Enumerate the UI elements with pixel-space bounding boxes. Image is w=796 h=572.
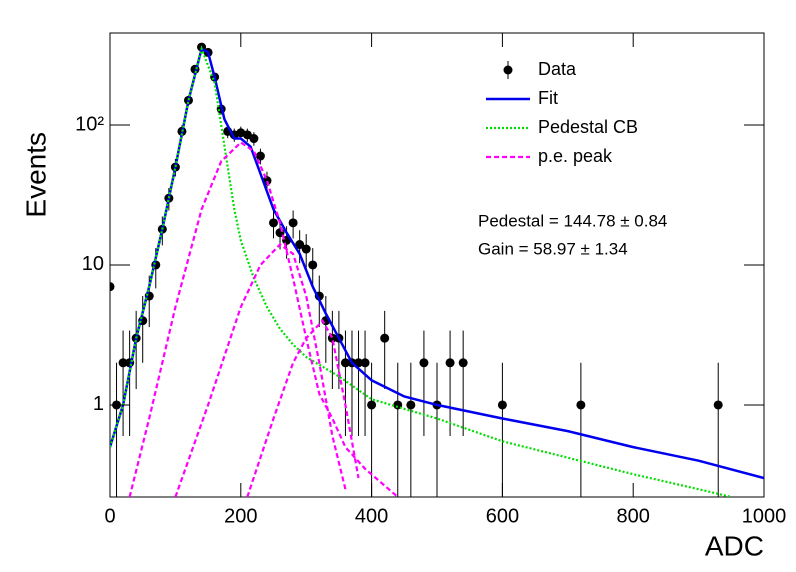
data-point: [110, 282, 115, 292]
data-point: [255, 151, 265, 161]
x-tick-label: 800: [617, 505, 650, 527]
data-point: [242, 130, 252, 140]
data-point: [419, 358, 429, 368]
data-point: [406, 400, 416, 410]
data-point: [497, 400, 507, 410]
y-tick-label: 1: [93, 393, 104, 415]
data-point: [340, 358, 350, 368]
plot-area: [110, 42, 764, 497]
x-tick-label: 1000: [742, 505, 787, 527]
data-point: [576, 400, 586, 410]
data-point: [249, 134, 259, 144]
data-point: [308, 260, 318, 270]
y-tick-label: 10: [82, 253, 104, 275]
x-axis-label: ADC: [705, 530, 764, 561]
data-point: [445, 358, 455, 368]
legend-label: p.e. peak: [538, 146, 613, 166]
data-point: [118, 358, 128, 368]
data-point: [301, 244, 311, 254]
annotation: Pedestal = 144.78 ± 0.84: [478, 211, 667, 230]
annotation: Gain = 58.97 ± 1.34: [478, 239, 628, 258]
fit-curve: [110, 45, 732, 497]
data-point: [380, 333, 390, 343]
x-tick-label: 200: [224, 505, 257, 527]
y-tick-label: 10²: [75, 113, 104, 135]
data-point: [269, 218, 278, 228]
data-point: [288, 218, 298, 228]
legend-label: Data: [538, 59, 577, 79]
x-tick-label: 400: [355, 505, 388, 527]
legend-label: Fit: [538, 88, 558, 108]
data-point: [295, 240, 305, 250]
fit-curve: [128, 141, 399, 497]
x-tick-label: 0: [104, 505, 115, 527]
data-point: [458, 358, 468, 368]
legend-label: Pedestal CB: [538, 117, 638, 137]
x-tick-label: 600: [486, 505, 519, 527]
legend-swatch: [503, 65, 513, 75]
data-point: [367, 400, 377, 410]
y-axis-label: Events: [20, 132, 51, 218]
data-point: [360, 358, 370, 368]
data-point: [713, 400, 723, 410]
